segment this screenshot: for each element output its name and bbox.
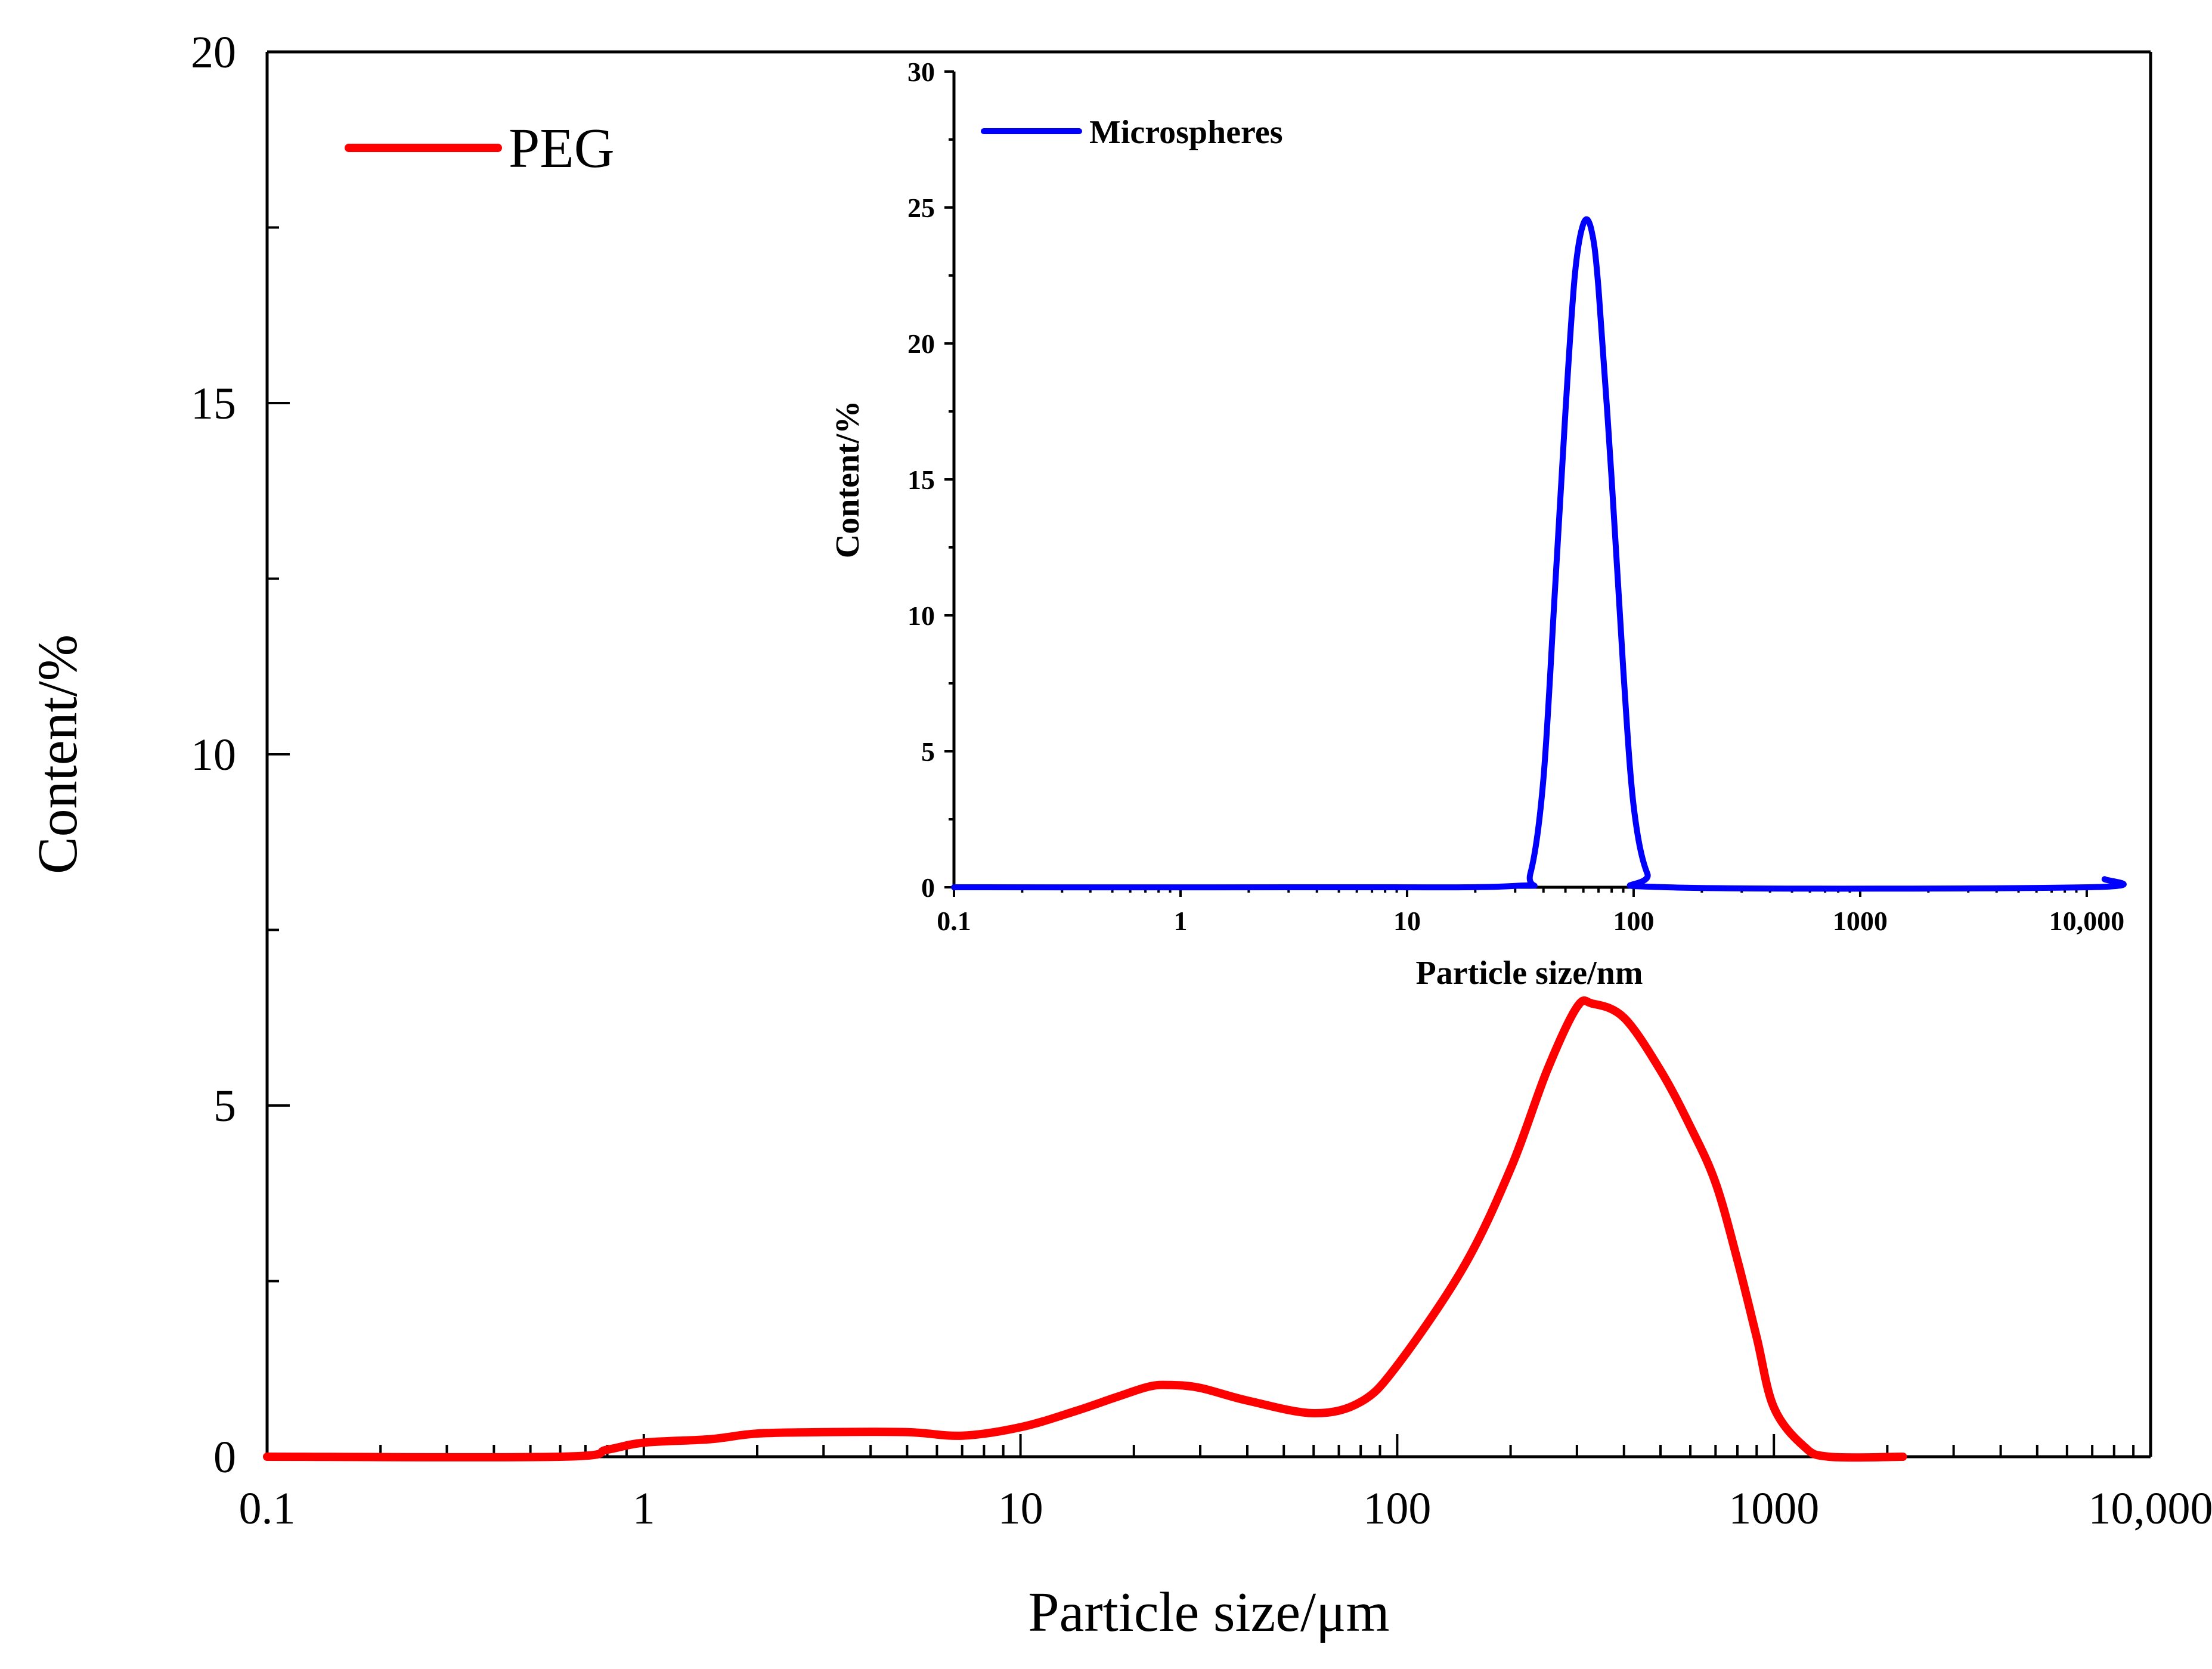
main-x-tick-label: 0.1 <box>239 1484 296 1534</box>
main-x-tick-label: 10 <box>998 1484 1043 1534</box>
inset-x-tick-label: 10,000 <box>2049 906 2125 936</box>
inset-y-tick-label: 0 <box>921 872 935 903</box>
inset-legend: Microspheres <box>981 114 1283 151</box>
inset-x-tick-label: 1000 <box>1833 906 1888 936</box>
inset-y-axis-title: Content/% <box>829 401 866 558</box>
main-y-tick-label: 15 <box>191 379 236 429</box>
main-y-tick-label: 10 <box>191 730 236 780</box>
inset-y-tick-label: 10 <box>907 600 935 631</box>
inset-x-tick-label: 10 <box>1393 906 1421 936</box>
main-y-axis-title: Content/% <box>27 634 89 874</box>
main-y-tick-label: 0 <box>213 1432 236 1482</box>
inset-y-tick-label: 5 <box>921 736 935 767</box>
main-series-line-peg <box>263 996 1907 1462</box>
main-y-tick-label: 5 <box>213 1081 236 1131</box>
main-series <box>263 996 1907 1462</box>
inset-chart: 0.1 1 10 100 1000 10,000 0 5 10 15 20 25 30 Particle… <box>829 57 2127 992</box>
main-x-tick-label: 100 <box>1363 1484 1431 1534</box>
main-legend-label-peg: PEG <box>509 117 615 179</box>
main-x-tick-label: 1 <box>633 1484 655 1534</box>
inset-y-tick-label: 25 <box>907 193 935 223</box>
inset-y-tick-label: 30 <box>907 57 935 87</box>
inset-tick-labels: 0.1 1 10 100 1000 10,000 0 5 10 15 20 25 30 <box>907 57 2124 936</box>
main-x-axis-title: Particle size/μm <box>1028 1581 1389 1643</box>
main-y-tick-label: 20 <box>191 27 236 78</box>
inset-y-tick-label: 15 <box>907 465 935 495</box>
inset-x-tick-label: 0.1 <box>937 906 971 936</box>
inset-y-tick-label: 20 <box>907 329 935 359</box>
inset-x-tick-label: 100 <box>1613 906 1654 936</box>
main-x-tick-label: 10,000 <box>2089 1484 2212 1534</box>
inset-x-tick-label: 1 <box>1173 906 1187 936</box>
inset-series <box>951 216 2127 892</box>
inset-legend-label-microspheres: Microspheres <box>1089 114 1283 151</box>
inset-series-line-microspheres <box>951 216 2127 892</box>
main-x-tick-label: 1000 <box>1728 1484 1819 1534</box>
main-legend: PEG <box>345 117 615 179</box>
inset-x-axis-title: Particle size/nm <box>1416 955 1643 992</box>
